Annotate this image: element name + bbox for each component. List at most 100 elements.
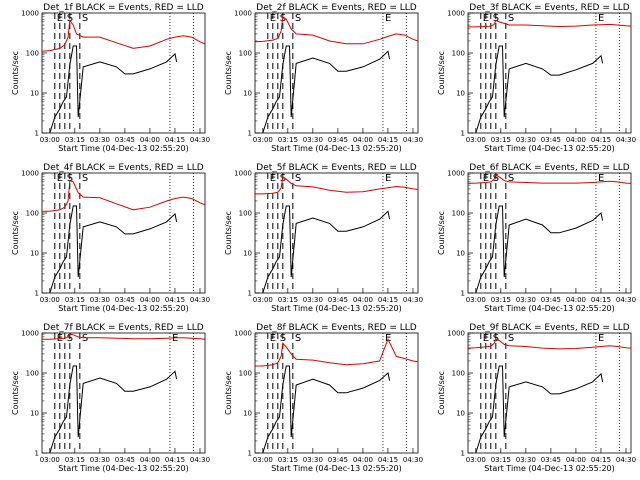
- detector-panel-9: Det_9f BLACK = Events, RED = LLD 1 10 100 10…: [426, 320, 639, 480]
- x-tick-label: 03:45: [115, 456, 135, 464]
- x-tick-label: 04:00: [353, 456, 373, 464]
- y-tick-label: 10: [30, 410, 39, 418]
- y-tick-label: 10: [243, 410, 252, 418]
- lld-series-line: [254, 176, 419, 195]
- event-annotation: S: [82, 173, 88, 184]
- x-tick-label: 04:30: [190, 296, 210, 304]
- events-series-line: [262, 205, 391, 294]
- event-annotation: S: [82, 13, 88, 24]
- lld-series-line: [467, 338, 632, 350]
- x-tick-label: 04:30: [616, 136, 636, 144]
- x-tick-label: 03:00: [253, 456, 273, 464]
- y-tick-label: 100: [239, 370, 252, 378]
- chart-svg: Det_1f BLACK = Events, RED = LLD 1 10 100 10…: [11, 3, 210, 153]
- x-tick-label: 04:30: [403, 456, 423, 464]
- y-tick-label: 1: [461, 290, 465, 298]
- x-axis-label: Start Time (04-Dec-13 02:55:20): [271, 464, 402, 473]
- y-tick-label: 1000: [447, 170, 465, 178]
- event-annotation: E: [483, 333, 489, 344]
- x-tick-label: 03:45: [541, 296, 561, 304]
- x-tick-label: 03:45: [115, 136, 135, 144]
- y-axis-label: Counts/sec: [11, 51, 20, 95]
- y-tick-label: 1000: [234, 170, 252, 178]
- x-tick-label: 04:30: [403, 296, 423, 304]
- x-tick-label: 04:00: [566, 296, 586, 304]
- y-axis-label: Counts/sec: [437, 51, 446, 95]
- y-tick-label: 1: [248, 450, 252, 458]
- y-tick-label: 1000: [21, 170, 39, 178]
- x-tick-label: 03:45: [328, 456, 348, 464]
- event-annotation: E: [598, 333, 604, 344]
- x-tick-label: 03:00: [466, 136, 486, 144]
- y-tick-label: 1: [248, 130, 252, 138]
- detector-panel-5: Det_5f BLACK = Events, RED = LLD 1 10 100 10…: [213, 160, 426, 320]
- event-annotation: S: [493, 13, 499, 24]
- x-tick-label: 04:15: [378, 456, 398, 464]
- chart-title: Det_8f BLACK = Events, RED = LLD: [256, 323, 416, 333]
- y-tick-label: 100: [26, 370, 39, 378]
- event-annotation: E: [483, 173, 489, 184]
- plot-frame: [467, 172, 632, 294]
- x-tick-label: 03:45: [115, 296, 135, 304]
- x-tick-label: 04:00: [353, 136, 373, 144]
- detector-panel-2: Det_2f BLACK = Events, RED = LLD 1 10 100 10…: [213, 0, 426, 160]
- y-tick-label: 1000: [447, 10, 465, 18]
- y-tick-label: 10: [456, 410, 465, 418]
- x-tick-label: 04:30: [616, 456, 636, 464]
- detector-panel-8: Det_8f BLACK = Events, RED = LLD 1 10 100 10…: [213, 320, 426, 480]
- chart-title: Det_5f BLACK = Events, RED = LLD: [256, 163, 416, 173]
- chart-svg: Det_2f BLACK = Events, RED = LLD 1 10 100 10…: [224, 3, 423, 153]
- event-annotation: S: [295, 333, 301, 344]
- x-tick-label: 04:00: [353, 296, 373, 304]
- y-tick-label: 1: [35, 450, 39, 458]
- x-tick-label: 03:45: [328, 136, 348, 144]
- y-tick-label: 1: [461, 450, 465, 458]
- chart-title: Det_3f BLACK = Events, RED = LLD: [469, 3, 629, 13]
- plot-frame: [41, 172, 206, 294]
- events-series-line: [49, 45, 178, 134]
- chart-svg: Det_5f BLACK = Events, RED = LLD 1 10 100 10…: [224, 163, 423, 313]
- x-tick-label: 03:30: [90, 296, 110, 304]
- event-annotation: S: [67, 173, 73, 184]
- detector-panel-4: Det_4f BLACK = Events, RED = LLD 1 10 100 10…: [0, 160, 213, 320]
- x-tick-label: 03:00: [253, 296, 273, 304]
- x-tick-label: 03:15: [491, 136, 511, 144]
- chart-title: Det_9f BLACK = Events, RED = LLD: [469, 323, 629, 333]
- x-tick-label: 03:00: [466, 296, 486, 304]
- x-tick-label: 04:30: [403, 136, 423, 144]
- y-tick-label: 10: [243, 250, 252, 258]
- y-tick-label: 1: [461, 130, 465, 138]
- x-tick-label: 03:15: [491, 296, 511, 304]
- y-axis-label: Counts/sec: [224, 51, 233, 95]
- y-tick-label: 10: [243, 90, 252, 98]
- chart-title: Det_6f BLACK = Events, RED = LLD: [469, 163, 629, 173]
- x-tick-label: 04:30: [190, 136, 210, 144]
- event-annotation: E: [598, 173, 604, 184]
- y-tick-label: 100: [239, 210, 252, 218]
- y-axis-label: Counts/sec: [224, 211, 233, 255]
- x-tick-label: 03:00: [253, 136, 273, 144]
- detector-panel-3: Det_3f BLACK = Events, RED = LLD 1 10 100 10…: [426, 0, 639, 160]
- y-tick-label: 1000: [234, 330, 252, 338]
- x-tick-label: 04:15: [591, 136, 611, 144]
- y-tick-label: 10: [30, 250, 39, 258]
- chart-svg: Det_3f BLACK = Events, RED = LLD 1 10 100 10…: [437, 3, 636, 153]
- x-tick-label: 03:00: [40, 136, 60, 144]
- y-tick-label: 100: [452, 370, 465, 378]
- chart-svg: Det_4f BLACK = Events, RED = LLD 1 10 100 10…: [11, 163, 210, 313]
- chart-svg: Det_6f BLACK = Events, RED = LLD 1 10 100 10…: [437, 163, 636, 313]
- x-axis-label: Start Time (04-Dec-13 02:55:20): [271, 304, 402, 313]
- x-tick-label: 03:15: [278, 456, 298, 464]
- y-axis-label: Counts/sec: [437, 211, 446, 255]
- x-tick-label: 03:45: [541, 456, 561, 464]
- lld-series-line: [41, 179, 206, 212]
- chart-title: Det_2f BLACK = Events, RED = LLD: [256, 3, 416, 13]
- x-tick-label: 03:45: [328, 296, 348, 304]
- x-tick-label: 03:30: [90, 136, 110, 144]
- lld-series-line: [467, 174, 632, 184]
- x-axis-label: Start Time (04-Dec-13 02:55:20): [58, 464, 189, 473]
- x-tick-label: 03:30: [90, 456, 110, 464]
- y-axis-label: Counts/sec: [11, 371, 20, 415]
- x-tick-label: 03:15: [65, 296, 85, 304]
